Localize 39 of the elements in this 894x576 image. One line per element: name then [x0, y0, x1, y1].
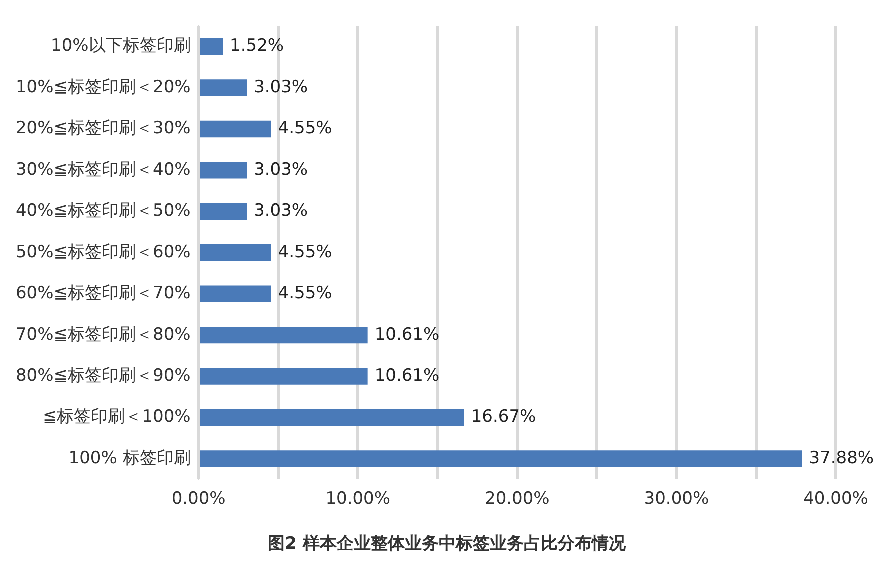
- data-label: 1.52%: [230, 36, 284, 56]
- data-label: 10.61%: [374, 324, 440, 345]
- data-label: 16.67%: [471, 407, 536, 428]
- y-tick-label: 80%≦标签印刷＜90%: [16, 366, 191, 386]
- bar: [200, 38, 224, 56]
- bar: [200, 409, 464, 426]
- bar: [200, 120, 272, 138]
- y-tick-label: 30%≦标签印刷＜40%: [16, 160, 191, 180]
- bar: [200, 368, 368, 385]
- bar: [200, 450, 802, 468]
- x-tick-label: 30.00%: [644, 489, 710, 510]
- bar: [200, 286, 272, 302]
- y-tick-label: 40%≦标签印刷＜50%: [16, 201, 191, 222]
- y-tick-label: 10%≦标签印刷＜20%: [16, 77, 191, 98]
- bar: [200, 244, 272, 262]
- data-label: 3.03%: [254, 160, 308, 180]
- bar: [200, 203, 248, 220]
- y-tick-label: 50%≦标签印刷＜60%: [16, 242, 191, 262]
- x-tick-label: 40.00%: [804, 489, 868, 510]
- x-tick-label: 0.00%: [172, 489, 226, 510]
- bar: [200, 326, 368, 344]
- data-label: 10.61%: [374, 366, 440, 386]
- data-label: 4.55%: [278, 118, 332, 139]
- y-tick-label: 70%≦标签印刷＜80%: [16, 324, 191, 345]
- text: 图2 样本企业整体业务中标签业务占比分布情况: [267, 533, 627, 555]
- bar: [200, 162, 248, 179]
- y-tick-label: 60%≦标签印刷＜70%: [16, 284, 191, 304]
- data-label: 3.03%: [254, 77, 308, 98]
- x-tick-label: 20.00%: [484, 489, 550, 510]
- data-label: 3.03%: [254, 201, 308, 222]
- bar: [200, 80, 248, 96]
- x-tick-label: 10.00%: [326, 489, 391, 510]
- y-tick-label: 10%以下标签印刷: [51, 36, 191, 56]
- y-tick-label: 20%≦标签印刷＜30%: [16, 118, 191, 139]
- y-tick-label: ≦标签印刷＜100%: [42, 407, 191, 428]
- data-label: 4.55%: [278, 284, 332, 304]
- data-label: 4.55%: [278, 242, 332, 262]
- data-label: 37.88%: [809, 448, 874, 468]
- y-tick-label: 100% 标签印刷: [68, 448, 191, 468]
